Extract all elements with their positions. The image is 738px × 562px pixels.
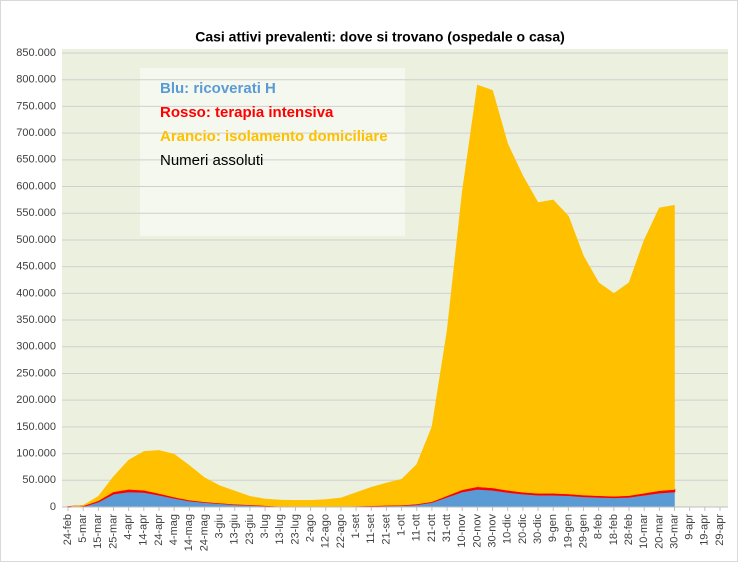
x-tick-label: 24-feb: [62, 514, 74, 545]
y-tick-label: 850.000: [16, 47, 56, 59]
area: [67, 84, 675, 508]
x-tick-label: 11-ott: [411, 514, 423, 541]
x-tick-label: 19-apr: [699, 514, 711, 546]
y-tick-label: 200.000: [16, 394, 56, 406]
x-tick-label: 23-giu: [244, 514, 256, 545]
x-tick-label: 14-apr: [138, 514, 150, 546]
x-tick-label: 31-ott: [441, 514, 453, 542]
y-tick-label: 800.000: [16, 74, 56, 86]
x-tick-label: 20-mar: [653, 514, 665, 549]
x-tick-label: 13-giu: [229, 514, 241, 545]
x-tick-label: 21-ott: [426, 514, 438, 542]
x-tick-label: 15-mar: [92, 514, 104, 549]
legend-label: Blu: ricoverati H: [160, 80, 276, 97]
x-tick-label: 20-nov: [471, 514, 483, 548]
y-tick-label: 300.000: [16, 341, 56, 353]
chart-title: Casi attivi prevalenti: dove si trovano …: [195, 29, 565, 45]
x-tick-label: 21-set: [380, 514, 392, 545]
x-tick-label: 3-lug: [259, 514, 271, 538]
x-tick-label: 12-ago: [320, 514, 332, 548]
legend-label: Arancio: isolamento domiciliare: [160, 128, 388, 145]
legend-box: [140, 68, 405, 236]
x-tick-label: 29-apr: [714, 514, 726, 546]
y-tick-label: 50.000: [22, 474, 56, 486]
x-tick-label: 25-mar: [107, 514, 119, 549]
x-tick-label: 1-set: [350, 514, 362, 538]
x-tick-label: 10-mar: [638, 514, 650, 549]
x-tick-label: 22-ago: [335, 514, 347, 548]
x-tick-label: 14-mag: [183, 514, 195, 551]
x-tick-label: 9-apr: [684, 514, 696, 540]
x-tick-label: 24-apr: [153, 514, 165, 546]
x-tick-label: 4-mag: [168, 514, 180, 545]
x-tick-label: 30-mar: [668, 514, 680, 549]
y-tick-label: 0: [50, 501, 56, 513]
y-tick-label: 350.000: [16, 314, 56, 326]
x-tick-label: 24-mag: [198, 514, 210, 551]
y-tick-label: 150.000: [16, 421, 56, 433]
y-tick-label: 550.000: [16, 207, 56, 219]
y-tick-label: 250.000: [16, 367, 56, 379]
y-tick-label: 650.000: [16, 154, 56, 166]
x-tick-label: 28-feb: [623, 514, 635, 545]
legend-label: Rosso: terapia intensiva: [160, 104, 334, 121]
y-tick-label: 750.000: [16, 100, 56, 112]
y-tick-label: 600.000: [16, 180, 56, 192]
x-tick-label: 10-nov: [456, 514, 468, 548]
x-tick-label: 1-ott: [395, 514, 407, 536]
x-tick-label: 13-lug: [274, 514, 286, 545]
x-tick-label: 9-gen: [547, 514, 559, 542]
x-tick-label: 23-lug: [289, 514, 301, 545]
y-tick-label: 450.000: [16, 261, 56, 273]
x-tick-label: 10-dic: [502, 514, 514, 544]
x-tick-label: 8-feb: [593, 514, 605, 539]
x-tick-label: 5-mar: [77, 514, 89, 543]
x-tick-label: 30-dic: [532, 514, 544, 544]
x-tick-label: 29-gen: [577, 514, 589, 548]
y-tick-label: 500.000: [16, 234, 56, 246]
x-tick-label: 18-feb: [608, 514, 620, 545]
x-tick-label: 30-nov: [486, 514, 498, 548]
x-tick-label: 19-gen: [562, 514, 574, 548]
y-tick-label: 100.000: [16, 447, 56, 459]
x-tick-label: 2-ago: [305, 514, 317, 542]
y-tick-label: 400.000: [16, 287, 56, 299]
y-tick-label: 700.000: [16, 127, 56, 139]
x-tick-label: 11-set: [365, 514, 377, 544]
annotation: Numeri assoluti: [160, 152, 263, 169]
x-tick-label: 4-apr: [123, 514, 135, 540]
x-tick-label: 3-giu: [214, 514, 226, 538]
x-tick-label: 20-dic: [517, 514, 529, 544]
